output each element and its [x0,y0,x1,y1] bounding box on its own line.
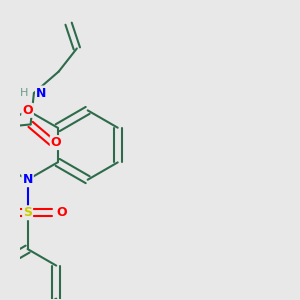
Text: O: O [22,104,33,117]
Text: H: H [20,88,28,98]
Text: N: N [22,173,33,186]
Text: N: N [36,86,46,100]
Text: O: O [56,206,67,219]
Text: S: S [23,206,32,219]
Text: O: O [51,136,62,149]
